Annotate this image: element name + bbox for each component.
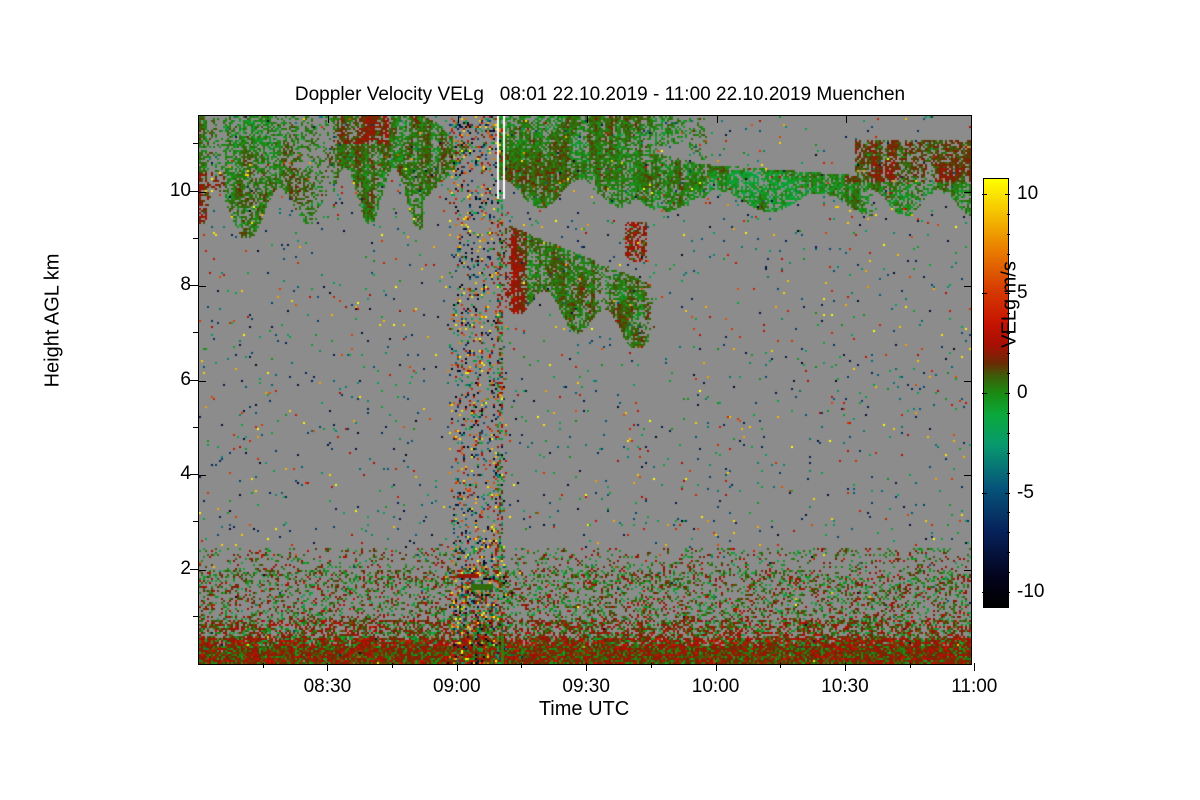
x-tick-major <box>586 663 588 671</box>
x-tick-major <box>974 663 976 671</box>
x-tick-major <box>715 663 717 671</box>
colorbar-tick-label: -10 <box>1017 581 1045 603</box>
colorbar-tick-minor <box>1007 213 1010 215</box>
colorbar-tick <box>1005 293 1010 295</box>
x-tick-major-top <box>328 116 330 123</box>
y-tick-major-right <box>964 286 971 288</box>
y-tick-minor <box>193 521 198 523</box>
y-tick-major-right <box>964 191 971 193</box>
y-tick-minor <box>193 332 198 334</box>
colorbar-tick-minor <box>1007 253 1010 255</box>
y-tick-major <box>190 474 198 476</box>
y-tick-major-right <box>964 380 971 382</box>
colorbar-tick-minor <box>1007 452 1010 454</box>
y-axis-title: Height AGL km <box>41 253 64 388</box>
x-tick-major <box>327 663 329 671</box>
colorbar-tick-minor <box>1007 373 1010 375</box>
colorbar-tick-left <box>982 592 987 594</box>
colorbar-tick-minor <box>1007 353 1010 355</box>
x-tick-minor <box>780 663 782 668</box>
y-tick-major-inner <box>199 475 206 477</box>
x-tick-label: 09:00 <box>432 676 481 697</box>
colorbar-tick-minor <box>1007 472 1010 474</box>
colorbar-tick-left <box>982 293 987 295</box>
colorbar-tick-label: -5 <box>1017 481 1034 503</box>
y-tick-label: 10 <box>169 179 191 201</box>
x-tick-minor <box>262 663 264 668</box>
colorbar-tick-label: 10 <box>1017 182 1039 204</box>
y-tick-major <box>190 190 198 192</box>
colorbar-tick-minor <box>1007 532 1010 534</box>
x-tick-major-top <box>716 116 718 123</box>
colorbar-tick-left <box>982 193 987 195</box>
x-axis-title: Time UTC <box>538 698 630 720</box>
colorbar-tick-left <box>982 393 987 394</box>
y-tick-major-inner <box>199 286 206 288</box>
colorbar-tick-minor <box>1007 432 1010 434</box>
y-tick-label: 4 <box>180 463 191 485</box>
y-tick-label: 8 <box>180 274 191 296</box>
x-tick-major-top <box>587 116 589 123</box>
y-tick-minor <box>193 143 198 145</box>
doppler-velocity-heatmap <box>199 116 971 664</box>
colorbar-tick-minor <box>1007 333 1010 335</box>
colorbar-tick <box>1005 393 1010 394</box>
chart-title: Doppler Velocity VELg 08:01 22.10.2019 -… <box>294 84 906 105</box>
y-tick-minor <box>193 615 198 617</box>
x-tick-label: 10:00 <box>691 676 740 697</box>
colorbar-tick-label: 5 <box>1017 282 1028 304</box>
colorbar-tick-left <box>982 492 987 494</box>
x-tick-label: 10:30 <box>821 676 869 697</box>
colorbar-tick <box>1005 492 1010 494</box>
axes-outer-ticks <box>190 115 976 671</box>
x-axis-tick-labels: 08:30 09:00 09:30 10:00 10:30 11:00 <box>198 676 998 702</box>
colorbar-tick <box>1005 592 1010 594</box>
colorbar-tick-minor <box>1007 552 1010 554</box>
y-tick-label: 2 <box>180 557 191 579</box>
y-tick-minor <box>193 426 198 428</box>
x-tick-major <box>844 663 846 671</box>
colorbar[interactable]: -10 -5 0 5 10 <box>982 178 1044 608</box>
y-tick-major <box>190 379 198 381</box>
y-tick-major <box>190 568 198 570</box>
y-tick-major-inner <box>199 380 206 382</box>
colorbar-tick-minor <box>1007 572 1010 574</box>
y-tick-major-right <box>964 569 971 571</box>
y-tick-label: 6 <box>180 368 191 390</box>
x-tick-major-top <box>457 116 459 123</box>
x-tick-label: 11:00 <box>951 676 998 697</box>
colorbar-tick-minor <box>1007 512 1010 514</box>
x-tick-minor <box>392 663 394 668</box>
y-tick-major <box>190 285 198 287</box>
colorbar-tick-label: 0 <box>1017 382 1028 403</box>
plot-axes[interactable] <box>198 115 972 665</box>
y-tick-major-right <box>964 475 971 477</box>
colorbar-tick <box>1005 193 1010 195</box>
x-tick-minor <box>650 663 652 668</box>
y-tick-major-inner <box>199 569 206 571</box>
colorbar-tick-minor <box>1007 233 1010 235</box>
colorbar-title: VELg m/s <box>998 261 1021 348</box>
x-tick-major-top <box>845 116 847 123</box>
y-tick-major-inner <box>199 191 206 193</box>
x-tick-minor <box>521 663 523 668</box>
x-tick-major <box>456 663 458 671</box>
x-tick-label: 09:30 <box>562 676 610 697</box>
colorbar-tick-minor <box>1007 412 1010 414</box>
y-tick-minor <box>193 237 198 239</box>
colorbar-tick-minor <box>1007 273 1010 275</box>
x-tick-minor <box>909 663 911 668</box>
x-tick-label: 08:30 <box>303 676 352 697</box>
y-axis-tick-labels: 2 4 6 8 10 <box>143 115 191 663</box>
colorbar-tick-minor <box>1007 313 1010 315</box>
